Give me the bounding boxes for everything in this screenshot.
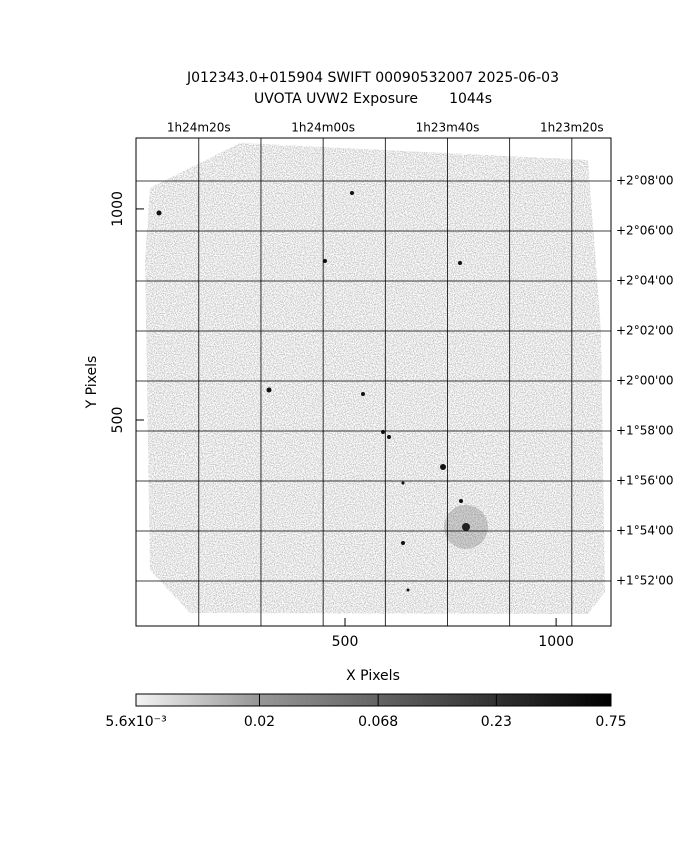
ra-tick-label: 1h24m00s <box>291 121 355 135</box>
source-halo <box>444 505 488 549</box>
colorbar-tick-label: 0.068 <box>358 714 398 730</box>
sources <box>156 191 470 592</box>
ra-tick-label: 1h23m20s <box>540 121 604 135</box>
dec-tick-label: +1°54'00 <box>616 524 674 538</box>
dec-tick-label: +2°06'00 <box>616 224 674 238</box>
dec-tick-label: +2°00'00 <box>616 374 674 388</box>
chart-title: J012343.0+015904 SWIFT 00090532007 2025-… <box>186 70 559 86</box>
exposure-region <box>145 143 605 614</box>
dec-tick-label: +1°52'00 <box>616 574 674 588</box>
x-tick-label: 500 <box>332 634 359 650</box>
y-axis-label: Y Pixels <box>84 356 100 410</box>
chart-subtitle: UVOTA UVW2 Exposure 1044s <box>254 91 492 107</box>
colorbar-tick-label: 0.02 <box>244 714 275 730</box>
dec-tick-label: +2°08'00 <box>616 174 674 188</box>
colorbar-tick-label: 5.6x10⁻³ <box>105 714 166 730</box>
colorbar-tick-label: 0.23 <box>481 714 512 730</box>
ra-tick-label: 1h24m20s <box>167 121 231 135</box>
y-tick-label: 1000 <box>110 191 126 227</box>
ra-tick-label: 1h23m40s <box>416 121 480 135</box>
dec-tick-label: +2°02'00 <box>616 324 674 338</box>
dec-tick-label: +1°58'00 <box>616 424 674 438</box>
x-axis-label: X Pixels <box>346 668 400 684</box>
frame <box>135 137 612 627</box>
dec-tick-label: +2°04'00 <box>616 274 674 288</box>
y-tick-label: 500 <box>110 407 126 434</box>
dec-tick-label: +1°56'00 <box>616 474 674 488</box>
x-tick-label: 1000 <box>538 634 574 650</box>
colorbar-tick-label: 0.75 <box>595 714 626 730</box>
colorbar <box>135 693 612 707</box>
sky-image <box>145 143 605 614</box>
